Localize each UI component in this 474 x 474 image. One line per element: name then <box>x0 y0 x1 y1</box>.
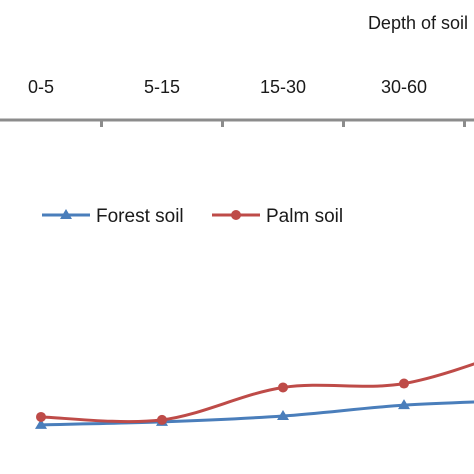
plot-area <box>35 362 474 429</box>
x-tick-label-30-60: 30-60 <box>381 77 427 97</box>
data-point-palm-soil <box>36 411 46 422</box>
x-tick-label-15-30: 15-30 <box>260 77 306 97</box>
x-tick-label-5-15: 5-15 <box>144 77 180 97</box>
series-line-palm-soil <box>40 362 474 424</box>
legend-marker-palm-soil <box>231 210 241 220</box>
data-point-palm-soil <box>399 378 409 389</box>
legend-entry-forest-soil: Forest soil <box>42 206 184 227</box>
legend-marker-forest-soil <box>60 209 72 219</box>
legend: Forest soil Palm soil <box>42 206 343 227</box>
data-point-palm-soil <box>157 414 167 425</box>
legend-entry-palm-soil: Palm soil <box>212 206 343 227</box>
legend-label-forest-soil: Forest soil <box>96 206 184 227</box>
data-point-palm-soil <box>278 382 288 393</box>
x-axis-ticks <box>100 120 466 127</box>
legend-label-palm-soil: Palm soil <box>266 206 343 227</box>
data-point-forest-soil <box>398 399 410 410</box>
x-tick-label-0-5: 0-5 <box>28 77 54 97</box>
data-point-forest-soil <box>35 418 47 429</box>
data-point-forest-soil <box>277 409 289 420</box>
x-axis-title: Depth of soil <box>368 13 468 33</box>
